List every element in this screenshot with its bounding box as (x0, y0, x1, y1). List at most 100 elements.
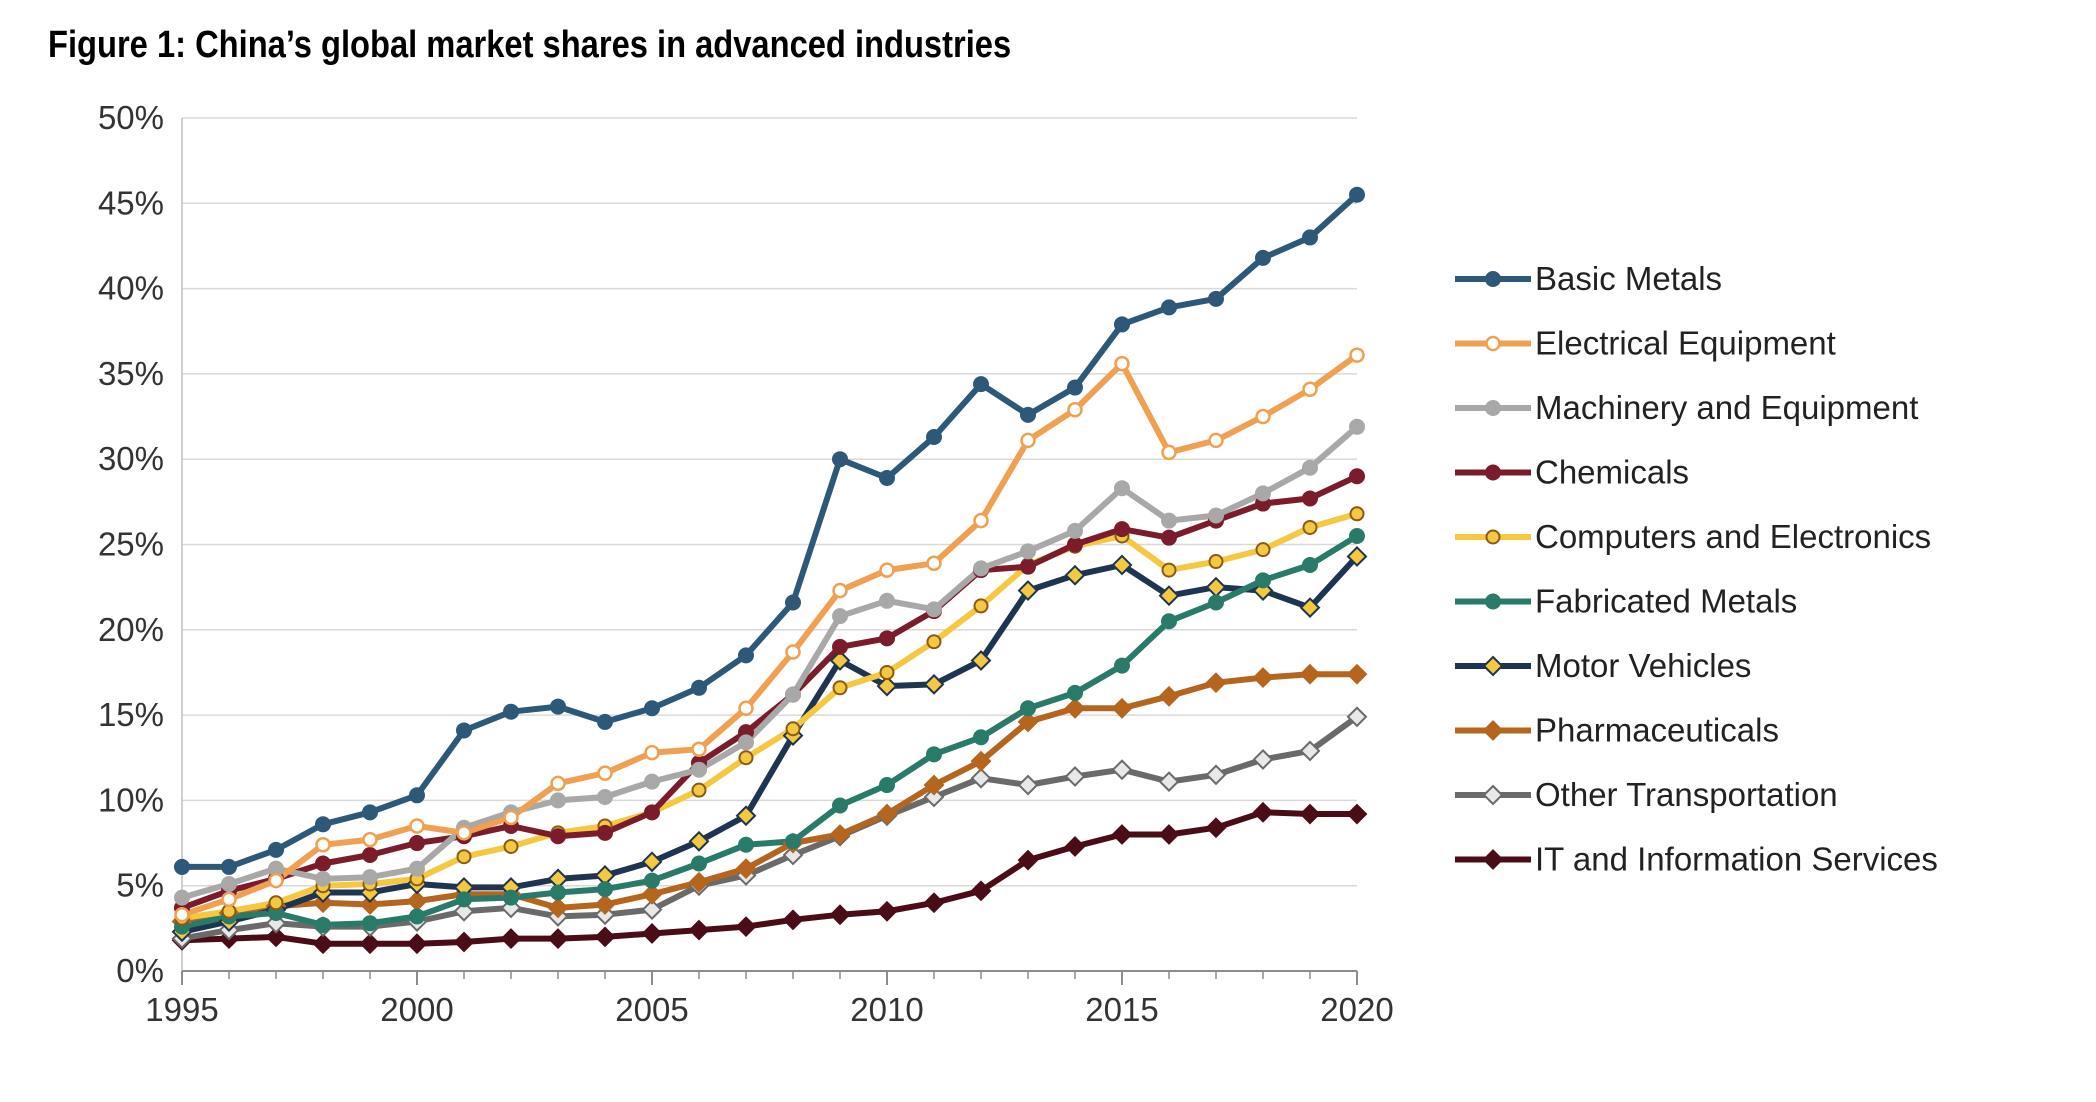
data-point (456, 891, 472, 908)
data-point (1302, 459, 1318, 476)
data-point (409, 818, 425, 834)
legend-marker (1485, 593, 1501, 610)
legend-item-electrical-equipment: Electrical Equipment (1455, 325, 1836, 362)
legend-label: Computers and Electronics (1535, 518, 1931, 555)
data-point (970, 650, 992, 671)
data-point (221, 875, 237, 892)
legend-marker (1485, 335, 1501, 352)
legend-label: Pharmaceuticals (1535, 712, 1779, 749)
data-point (362, 831, 378, 848)
y-tick-label: 5% (116, 867, 164, 904)
legend-label: Electrical Equipment (1535, 325, 1836, 362)
legend-item-chemicals: Chemicals (1455, 454, 1689, 491)
data-point (1302, 229, 1318, 246)
legend-item-pharmaceuticals: Pharmaceuticals (1455, 712, 1779, 749)
legend-label: Motor Vehicles (1535, 647, 1751, 684)
legend-marker (1485, 400, 1501, 416)
legend-label: Fabricated Metals (1535, 583, 1797, 620)
data-point (1161, 299, 1177, 316)
series-line-electrical-equipment (179, 352, 1360, 918)
data-point (1255, 485, 1271, 502)
data-point (453, 931, 475, 953)
legend-marker (1485, 271, 1501, 287)
data-point (923, 774, 945, 796)
data-point (735, 805, 757, 827)
legend: Basic Metals Electrical Equipment Machiner… (1455, 260, 1938, 878)
data-point (409, 860, 425, 877)
data-point (832, 451, 848, 468)
data-point (1205, 576, 1227, 598)
data-point (1064, 697, 1086, 719)
data-point (456, 825, 472, 841)
y-tick-label: 20% (98, 611, 164, 648)
data-point (268, 895, 284, 911)
data-point (879, 630, 895, 647)
data-point (926, 746, 942, 763)
x-tick-label: 2000 (380, 991, 453, 1028)
data-point (923, 673, 945, 695)
data-point (785, 594, 801, 611)
data-point (547, 928, 569, 950)
data-point (1067, 379, 1083, 396)
data-point (1111, 824, 1133, 845)
data-point (1067, 684, 1083, 701)
data-point (876, 675, 898, 697)
data-point (688, 830, 710, 852)
data-point (832, 797, 848, 814)
data-point (691, 855, 707, 872)
data-point (926, 555, 942, 572)
data-point (315, 855, 331, 872)
data-point (597, 881, 613, 898)
legend-marker (1482, 784, 1504, 806)
data-point (550, 698, 566, 715)
data-point (829, 904, 851, 926)
data-point (550, 775, 566, 792)
data-point (738, 647, 754, 664)
data-point (829, 650, 851, 671)
x-tick-label: 2010 (850, 991, 923, 1028)
data-point (876, 803, 898, 825)
legend-item-fabricated-metals: Fabricated Metals (1455, 583, 1797, 620)
series-lines (179, 191, 1360, 947)
data-point (829, 824, 851, 845)
data-point (970, 767, 992, 789)
data-point (409, 908, 425, 925)
data-point (1161, 444, 1177, 461)
data-point (1017, 774, 1039, 796)
data-point (1114, 521, 1130, 538)
data-point (1111, 697, 1133, 719)
data-point (785, 644, 801, 660)
data-point (876, 900, 898, 922)
data-point (1302, 519, 1318, 535)
data-point (785, 833, 801, 850)
data-point (1161, 512, 1177, 529)
data-point (362, 869, 378, 886)
data-point (1349, 468, 1365, 485)
data-point (1346, 546, 1368, 567)
data-point (359, 933, 381, 955)
data-point (1208, 554, 1224, 570)
data-point (1349, 506, 1365, 522)
data-point (738, 700, 754, 717)
data-point (1114, 355, 1130, 372)
data-point (1349, 418, 1365, 435)
data-point (268, 841, 284, 858)
data-point (1114, 316, 1130, 333)
data-point (1114, 480, 1130, 497)
data-point (782, 844, 804, 866)
data-point (409, 835, 425, 852)
legend-item-machinery-and-equipment: Machinery and Equipment (1455, 389, 1918, 426)
axes: 0% 5% 10% 15% 20% 25% 30% 35% 40% 45% 50% 1995 2000 2… (98, 99, 1394, 1028)
data-point (832, 608, 848, 625)
data-point (1161, 562, 1177, 578)
data-point (1299, 803, 1321, 825)
data-point (315, 870, 331, 887)
data-point (1255, 572, 1271, 589)
legend-label: Chemicals (1535, 454, 1689, 491)
data-point (879, 664, 895, 680)
y-tick-label: 30% (98, 440, 164, 477)
y-tick-label: 50% (98, 99, 164, 136)
data-point (1161, 529, 1177, 546)
data-point (1067, 522, 1083, 539)
